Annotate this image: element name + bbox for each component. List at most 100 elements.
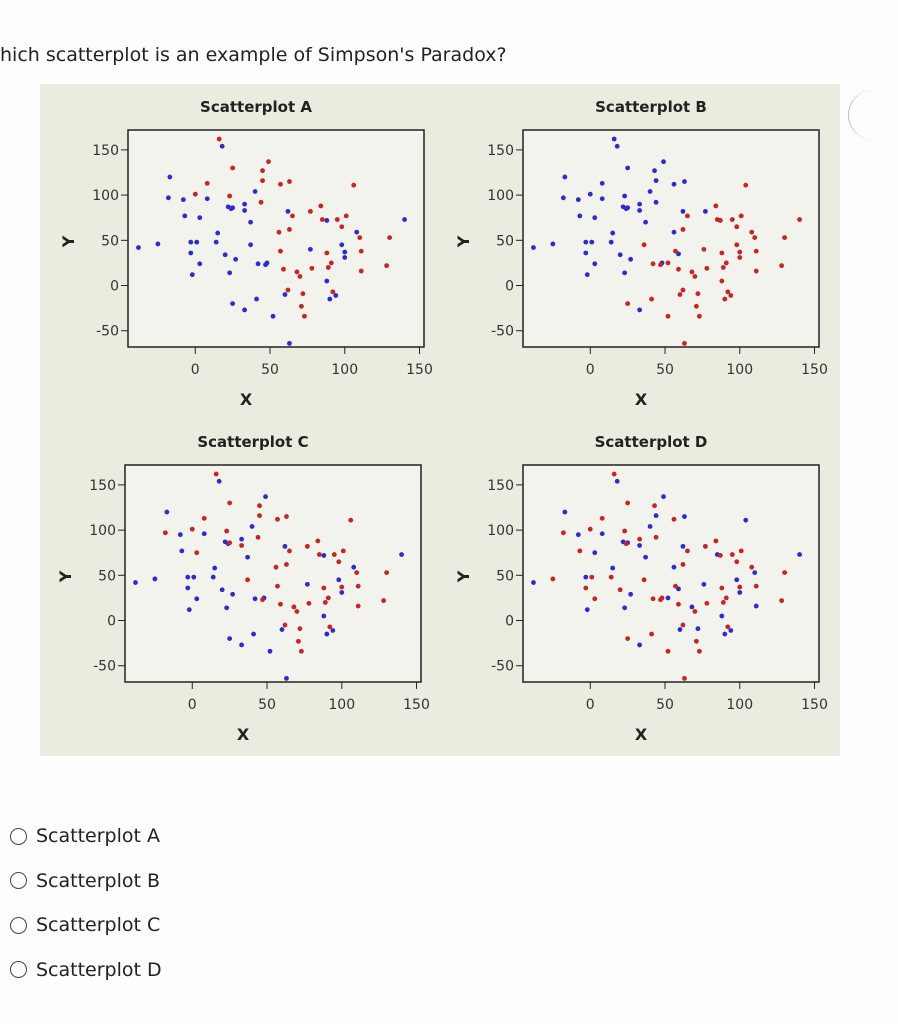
y-tick-label: -50 bbox=[93, 659, 116, 675]
y-tick-label: 150 bbox=[487, 478, 514, 494]
red-data-point bbox=[284, 514, 289, 519]
y-tick-label: -50 bbox=[491, 659, 514, 675]
red-data-point bbox=[162, 530, 168, 536]
red-data-point bbox=[665, 260, 671, 266]
red-data-point bbox=[577, 548, 583, 554]
red-data-point bbox=[213, 471, 219, 477]
blue-data-point bbox=[562, 509, 568, 515]
red-data-point bbox=[719, 250, 725, 256]
blue-data-point bbox=[647, 524, 653, 529]
y-tick-label: 100 bbox=[487, 188, 514, 204]
blue-data-point bbox=[682, 179, 687, 184]
blue-data-point bbox=[622, 270, 628, 276]
blue-data-point bbox=[188, 239, 194, 245]
blue-data-point bbox=[267, 648, 273, 654]
red-data-point bbox=[287, 179, 292, 184]
blue-data-point bbox=[324, 218, 330, 223]
scatterplot-c: Scatterplot C 150 100 50 0 -50 0 50 100 150 X Y bbox=[56, 433, 430, 744]
x-tick-label: 150 bbox=[801, 697, 828, 713]
blue-data-point bbox=[197, 261, 203, 267]
red-data-point bbox=[307, 208, 313, 214]
red-data-point bbox=[723, 595, 729, 601]
blue-data-point bbox=[608, 239, 614, 245]
blue-data-point bbox=[194, 239, 200, 245]
red-data-point bbox=[348, 517, 354, 523]
red-data-point bbox=[608, 574, 614, 580]
blue-data-point bbox=[611, 136, 617, 142]
blue-data-point bbox=[213, 239, 219, 245]
red-data-point bbox=[315, 538, 321, 544]
blue-data-point bbox=[242, 201, 248, 207]
red-data-point bbox=[779, 263, 785, 269]
y-tick-label: 150 bbox=[487, 143, 514, 159]
y-tick-label: 150 bbox=[92, 143, 119, 159]
blue-data-point bbox=[204, 196, 210, 202]
red-data-point bbox=[318, 203, 324, 209]
red-data-point bbox=[227, 540, 233, 546]
blue-data-point bbox=[242, 208, 248, 213]
blue-data-point bbox=[155, 241, 161, 247]
red-data-point bbox=[682, 675, 687, 681]
red-data-point bbox=[327, 624, 333, 630]
blue-data-point bbox=[402, 217, 407, 222]
red-data-point bbox=[737, 255, 743, 260]
blue-data-point bbox=[560, 195, 566, 201]
red-data-point bbox=[611, 471, 617, 477]
red-data-point bbox=[384, 263, 390, 269]
blue-data-point bbox=[617, 252, 623, 258]
red-data-point bbox=[719, 278, 725, 284]
blue-data-point bbox=[324, 278, 330, 284]
radio-button[interactable] bbox=[10, 961, 27, 979]
red-data-point bbox=[275, 516, 280, 522]
red-data-point bbox=[355, 583, 361, 589]
red-data-point bbox=[355, 603, 361, 609]
option-label: Scatterplot D bbox=[36, 958, 162, 981]
blue-data-point bbox=[737, 590, 743, 595]
blue-data-point bbox=[728, 628, 734, 633]
blue-data-point bbox=[285, 208, 291, 214]
blue-data-point bbox=[753, 603, 759, 609]
scatterplot-a: Scatterplot A 150 100 50 0 -50 0 50 100 150 X Y bbox=[59, 98, 433, 409]
red-data-point bbox=[276, 229, 282, 235]
red-data-point bbox=[723, 260, 729, 266]
blue-data-point bbox=[653, 513, 659, 519]
red-data-point bbox=[641, 242, 647, 248]
blue-data-point bbox=[284, 675, 289, 681]
red-data-point bbox=[713, 203, 719, 209]
blue-data-point bbox=[637, 543, 643, 548]
blue-data-point bbox=[671, 181, 677, 187]
blue-data-point bbox=[227, 636, 233, 641]
blue-data-point bbox=[531, 245, 536, 250]
blue-data-point bbox=[239, 642, 245, 648]
blue-data-point bbox=[577, 213, 583, 219]
option-scatterplot-d[interactable]: Scatterplot D bbox=[10, 948, 162, 993]
blue-data-point bbox=[177, 532, 183, 538]
radio-button[interactable] bbox=[10, 872, 27, 890]
red-data-point bbox=[649, 631, 654, 637]
y-axis-label: Y bbox=[454, 570, 473, 583]
red-data-point bbox=[273, 564, 279, 570]
y-tick-label: 100 bbox=[92, 188, 119, 204]
red-data-point bbox=[260, 597, 265, 603]
option-scatterplot-a[interactable]: Scatterplot A bbox=[10, 814, 162, 859]
x-tick-label: 100 bbox=[726, 697, 753, 713]
blue-data-point bbox=[252, 596, 258, 602]
option-scatterplot-b[interactable]: Scatterplot B bbox=[10, 859, 162, 904]
x-axis-label: X bbox=[240, 390, 253, 409]
blue-data-point bbox=[167, 174, 173, 180]
red-data-point bbox=[321, 585, 327, 591]
blue-data-point bbox=[637, 201, 643, 207]
y-axis-label: Y bbox=[59, 235, 78, 248]
red-data-point bbox=[340, 548, 346, 554]
red-data-point bbox=[649, 296, 654, 302]
red-data-point bbox=[278, 181, 283, 187]
red-data-point bbox=[749, 564, 755, 570]
radio-button[interactable] bbox=[10, 916, 27, 934]
blue-data-point bbox=[702, 208, 708, 214]
red-data-point bbox=[725, 289, 731, 295]
red-data-point bbox=[599, 515, 605, 521]
red-data-point bbox=[782, 235, 788, 240]
red-data-point bbox=[189, 526, 195, 532]
option-scatterplot-c[interactable]: Scatterplot C bbox=[10, 903, 162, 948]
radio-button[interactable] bbox=[10, 827, 27, 845]
